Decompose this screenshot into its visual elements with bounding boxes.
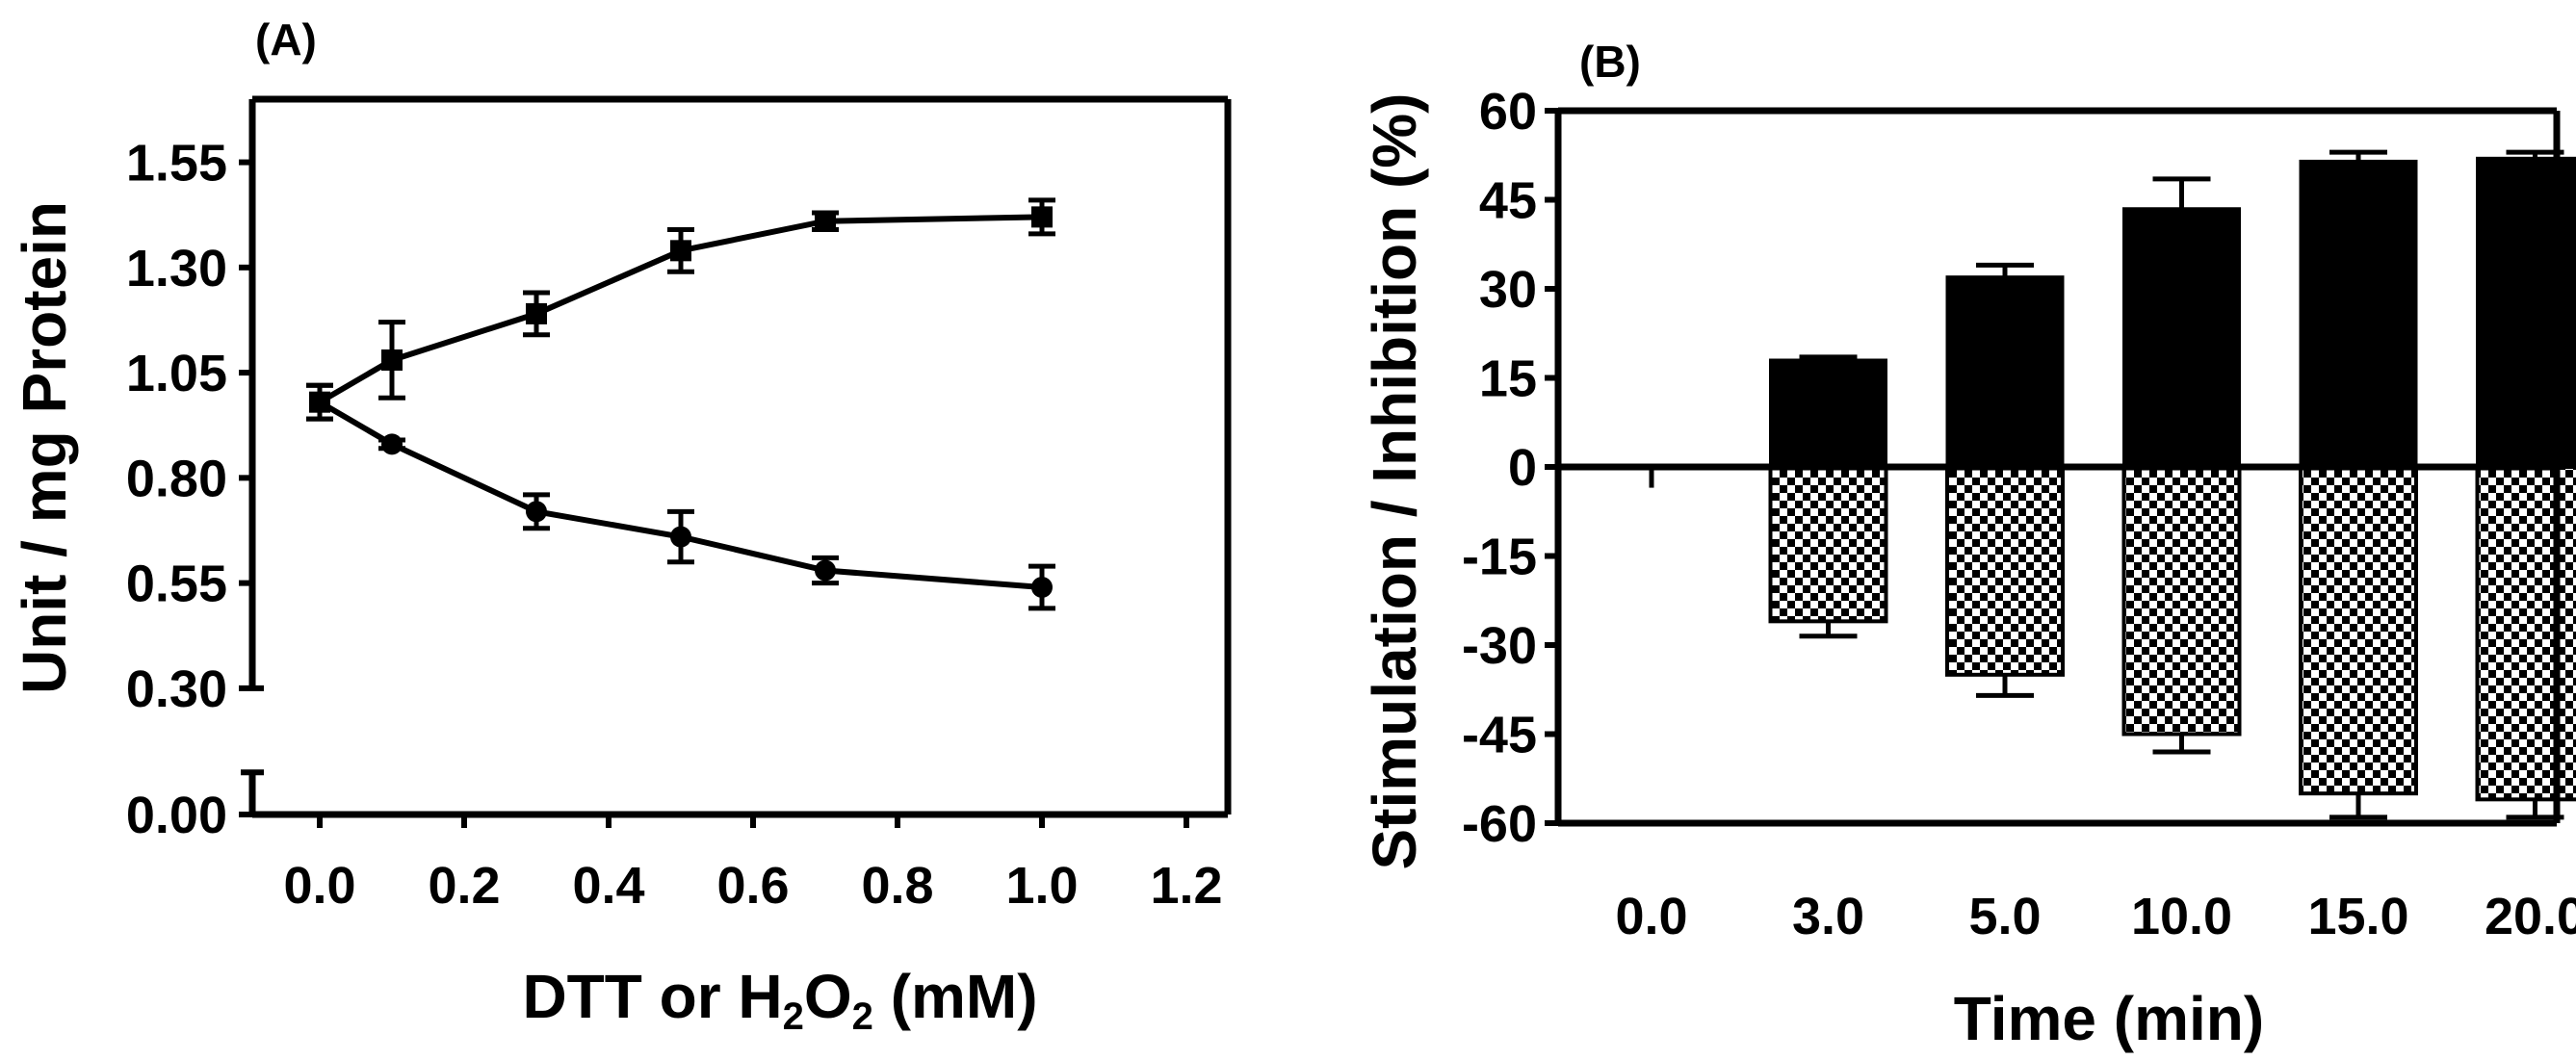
panel-b-y-tick-label: 45	[1479, 172, 1537, 230]
panel-a-x-tick-label: 1.2	[1150, 857, 1222, 915]
panel-a-x-tick-label: 0.2	[428, 857, 500, 915]
panel-a: (A) 0.00 0.30 0.55 0.80 1.05 1.30 1.55 0.0 0.2 0…	[10, 14, 1232, 1038]
panel-a-x-axis-label: DTT or H2O2 (mM)	[522, 962, 1037, 1038]
panel-a-y-tick-label: 1.55	[126, 135, 227, 193]
panel-b-y-tick-label: -60	[1462, 795, 1537, 853]
panel-b-bar-stimulation	[2476, 156, 2576, 469]
panel-b-bar-inhibition	[2299, 465, 2418, 796]
panel-b-bar-stimulation	[2299, 159, 2418, 469]
panel-a-data-point-square	[815, 210, 836, 232]
panel-a-data-point-circle	[815, 559, 836, 582]
panel-a-y-tick-label: 0.00	[126, 787, 227, 844]
panel-b: (B) 60 45 30 15 0 -15 -30 -45 -60 0.0 3.0 5.0 10.0 1…	[1360, 37, 2576, 1053]
panel-a-label: (A)	[255, 14, 317, 65]
panel-b-x-tick-label: 15.0	[2307, 888, 2408, 945]
panel-b-y-axis-label: Stimulation / Inhibition (%)	[1360, 93, 1429, 870]
panel-b-label: (B)	[1579, 37, 1641, 87]
panel-b-bar-stimulation	[1945, 275, 2065, 469]
panel-b-bar-inhibition	[1945, 465, 2065, 677]
panel-b-bar-inhibition	[1768, 465, 1888, 624]
panel-a-x-tick-label: 1.0	[1005, 857, 1078, 915]
panel-b-y-tick-label: 0	[1508, 439, 1537, 497]
panel-a-y-axis-label: Unit / mg Protein	[10, 201, 79, 694]
panel-b-x-tick-label: 0.0	[1615, 888, 1687, 945]
panel-a-y-tick-label: 1.05	[126, 345, 227, 402]
panel-b-y-tick-label: 30	[1479, 261, 1537, 319]
panel-a-y-tick-label: 1.30	[126, 240, 227, 297]
panel-a-data-point-square	[381, 349, 403, 371]
panel-a-data-point-square	[526, 302, 547, 324]
panel-b-y-tick-label: -30	[1462, 617, 1537, 675]
panel-b-y-tick-label: 15	[1479, 350, 1537, 408]
panel-b-bar-stimulation	[2122, 207, 2241, 469]
panel-a-data-point-circle	[670, 526, 691, 548]
panel-a-series-line-2	[318, 400, 1043, 590]
panel-b-x-tick-label: 10.0	[2131, 888, 2232, 945]
panel-b-bar-inhibition	[2121, 465, 2242, 737]
panel-a-x-tick-label: 0.8	[861, 857, 933, 915]
panel-a-data-point-circle	[309, 391, 330, 413]
panel-b-bar-inhibition	[2475, 465, 2576, 802]
panel-b-y-tick-label: -45	[1462, 707, 1537, 764]
panel-a-data-point-square	[1031, 206, 1053, 228]
panel-b-bar-stimulation	[1769, 358, 1887, 469]
panel-a-series-line-1	[318, 214, 1043, 405]
panel-b-x-tick-label: 20.0	[2485, 888, 2576, 945]
panel-b-y-tick-label: 60	[1479, 83, 1537, 141]
panel-a-data-point-square	[670, 240, 691, 262]
panel-b-y-tick-label: -15	[1462, 529, 1537, 586]
panel-a-data-point-circle	[1031, 576, 1053, 598]
panel-a-x-tick-label: 0.0	[283, 857, 355, 915]
panel-a-data-point-circle	[526, 501, 547, 523]
panel-b-x-tick-label: 3.0	[1792, 888, 1864, 945]
panel-a-x-tick-label: 0.4	[572, 857, 644, 915]
panel-a-data-point-circle	[381, 433, 403, 455]
panel-b-x-tick-label: 5.0	[1968, 888, 2041, 945]
panel-a-x-tick-label: 0.6	[716, 857, 789, 915]
panel-a-y-tick-label: 0.80	[126, 450, 227, 507]
panel-b-x-axis-label: Time (min)	[1954, 984, 2264, 1053]
panel-a-y-tick-label: 0.30	[126, 660, 227, 718]
panel-a-y-tick-label: 0.55	[126, 556, 227, 613]
